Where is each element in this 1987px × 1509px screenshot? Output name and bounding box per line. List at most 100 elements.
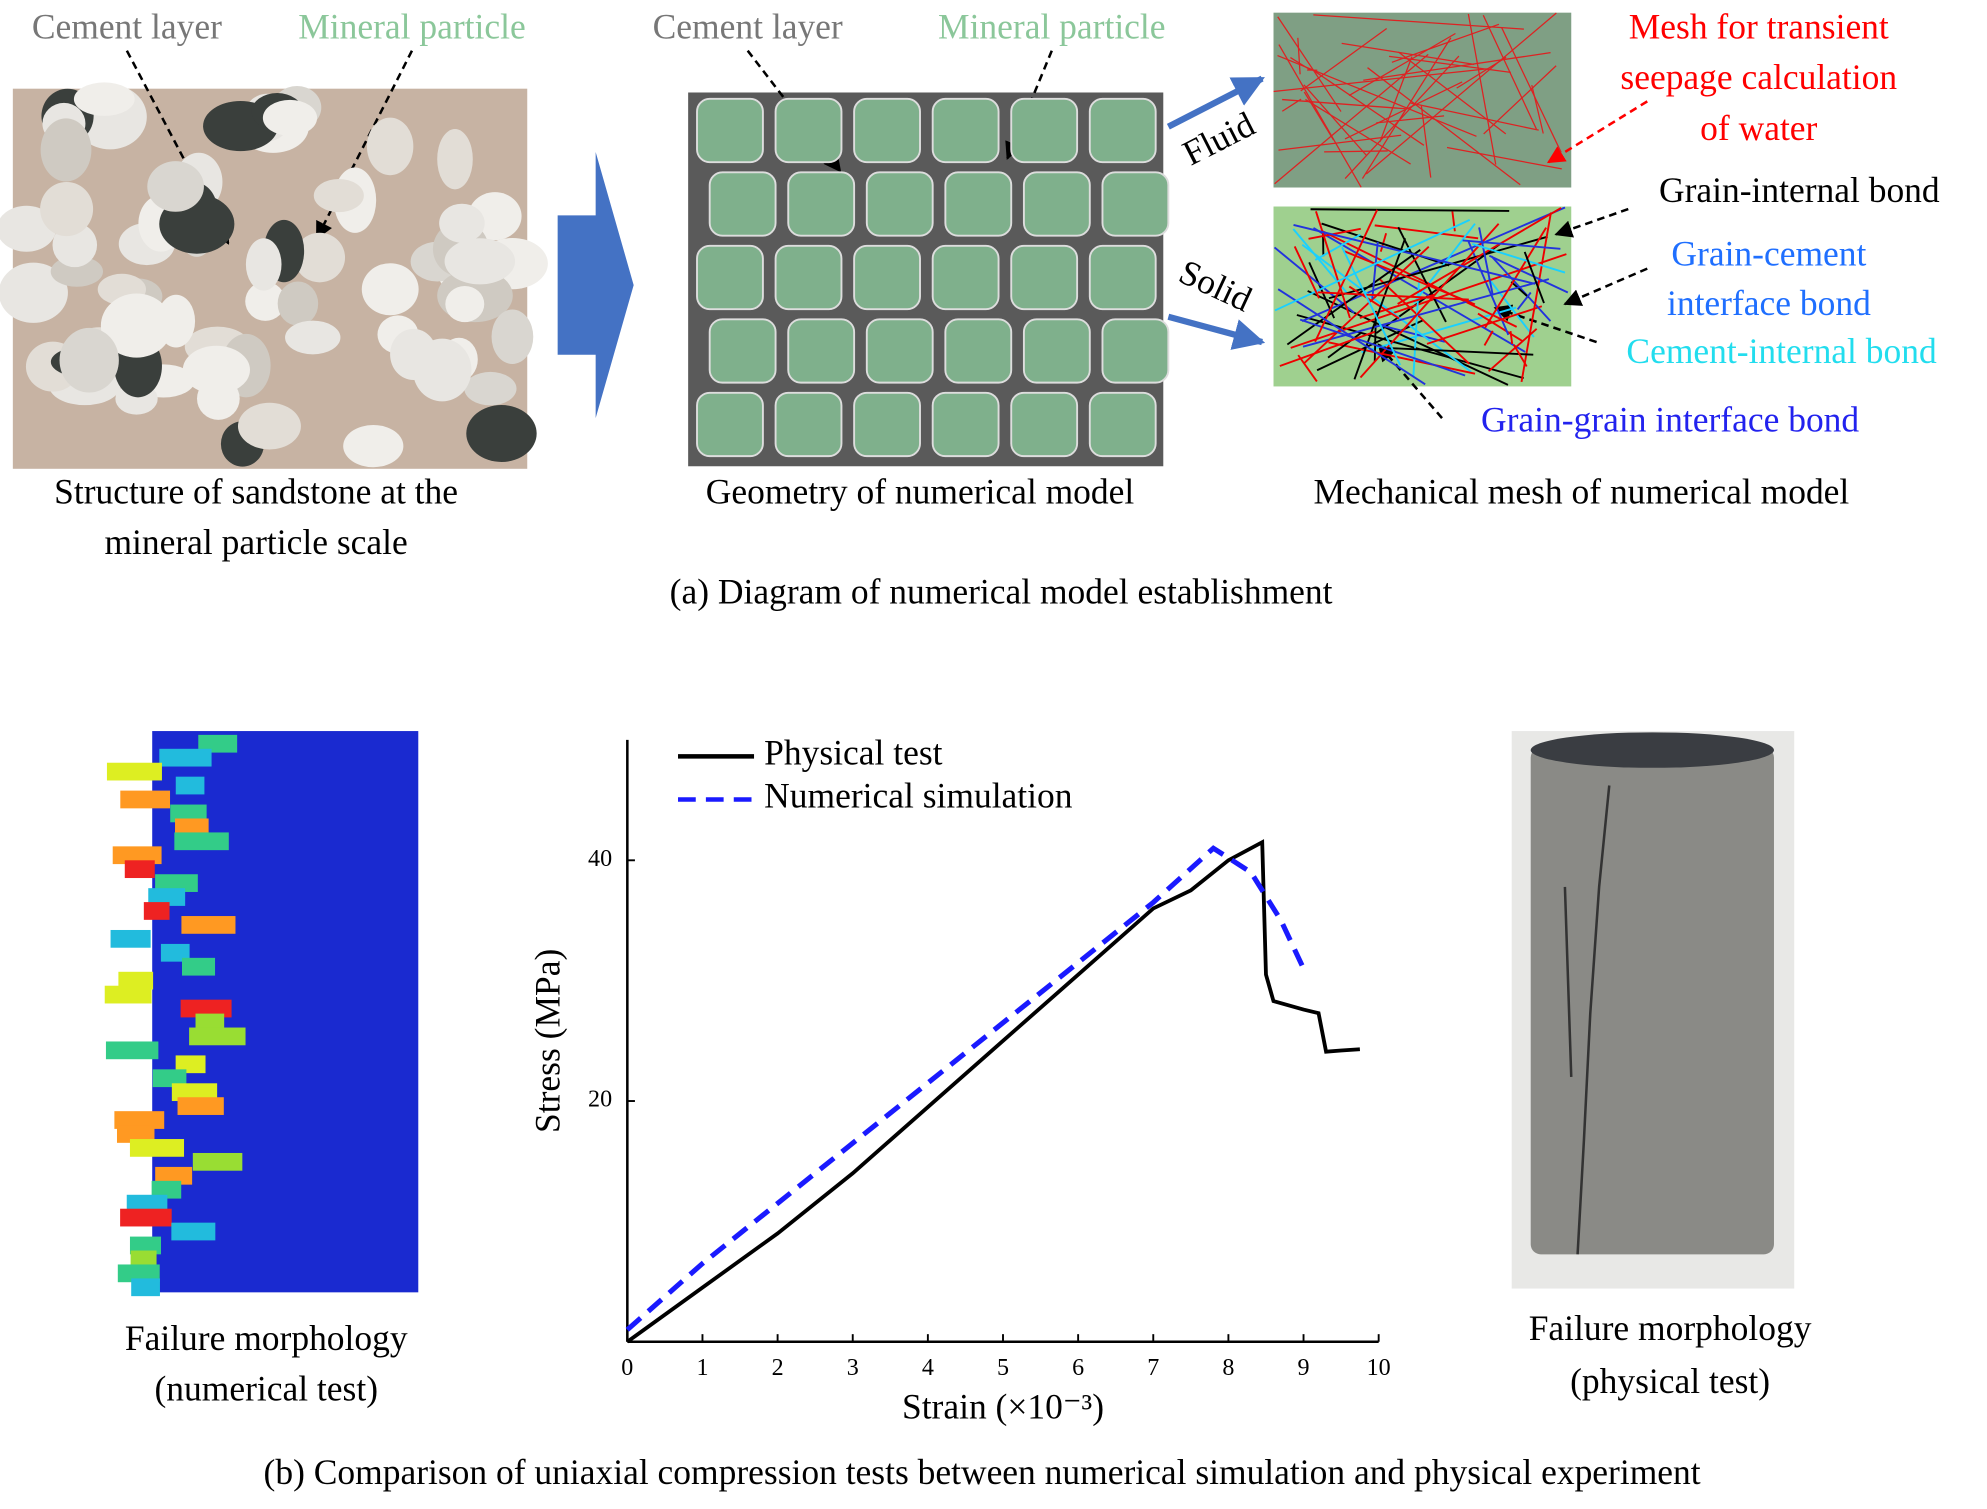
pointer [1563, 267, 1648, 306]
fragment [106, 762, 162, 781]
x-tick-label: 1 [696, 1355, 708, 1381]
mineral-cell [1010, 391, 1079, 458]
mineral-cell [853, 244, 921, 311]
solid-arrow [1167, 313, 1266, 350]
illustrations [0, 12, 1795, 1297]
mesh-edge [1305, 98, 1411, 165]
grain [182, 345, 250, 394]
mesh-edge [1387, 347, 1534, 356]
mineral-cell [931, 391, 1000, 458]
fragment [155, 1166, 193, 1185]
fragment [174, 832, 229, 851]
mineral-cell [708, 318, 777, 384]
grain [73, 82, 135, 116]
label: Grain-cement [1671, 233, 1866, 273]
mesh-edge [1282, 98, 1406, 110]
fragment [181, 957, 216, 976]
mesh-edge [1273, 246, 1355, 314]
mineral-cell [931, 97, 1000, 164]
grain [466, 405, 537, 462]
fragment [129, 1236, 162, 1255]
mesh-edge [1303, 84, 1367, 156]
mesh-edge [1371, 241, 1379, 299]
fragment [129, 1139, 185, 1157]
mineral-cell [865, 171, 934, 237]
legend-label: Numerical simulation [764, 776, 1073, 816]
label: Solid [1173, 251, 1258, 319]
mesh-edge [1484, 227, 1547, 329]
x-tick-label: 4 [922, 1355, 934, 1381]
fragment [124, 860, 155, 879]
grain [245, 238, 282, 291]
legend-label: Physical test [764, 733, 942, 773]
mesh-edge [1490, 255, 1552, 322]
mesh-edge [1374, 224, 1479, 240]
pointer [315, 50, 414, 240]
mesh-edge [1391, 23, 1500, 63]
pointer [1546, 100, 1648, 164]
fragment [120, 1208, 172, 1227]
mesh-edge [1278, 44, 1362, 188]
model-geometry [688, 92, 1164, 467]
grain [464, 371, 517, 406]
grain [245, 281, 286, 321]
data-line [626, 839, 1361, 1344]
fragment [118, 971, 154, 990]
y-axis-label: Stress (MPa) [527, 949, 567, 1133]
mesh-edge [1274, 219, 1471, 312]
rock-cylinder [1530, 747, 1774, 1255]
stress-strain-chart: 0 1 2 3 4 5 6 7 8 9 10 20 40 Strain (×10⁻³) Stress (MP… [527, 733, 1390, 1427]
grain [437, 129, 473, 190]
fluid-arrow [1166, 75, 1265, 130]
y-tick-label: 20 [588, 1087, 612, 1113]
mesh-edge [1388, 55, 1511, 73]
mesh-edge [1315, 210, 1351, 319]
grain [361, 263, 419, 316]
grain [40, 181, 94, 237]
mesh-edge [1488, 254, 1569, 294]
grain [59, 327, 119, 393]
pointer [1377, 343, 1443, 419]
label: of water [1700, 108, 1817, 148]
fragment [171, 1222, 216, 1241]
mesh-edge [1348, 285, 1400, 320]
mesh-edge [1467, 13, 1497, 165]
mesh-edge [1363, 52, 1551, 81]
fragment [126, 1194, 168, 1213]
x-tick-label: 0 [621, 1355, 633, 1381]
grain [40, 118, 92, 182]
mesh-edge [1279, 330, 1376, 367]
x-tick-label: 3 [847, 1355, 859, 1381]
mineral-cell [1010, 244, 1079, 311]
mesh-edge [1341, 246, 1402, 366]
fragment [130, 1250, 157, 1269]
fragment [112, 846, 162, 865]
mineral-cell [944, 318, 1013, 384]
grain [157, 294, 196, 348]
mesh-edge [1487, 277, 1535, 338]
fragment [131, 1278, 160, 1297]
mineral-cell [1022, 171, 1091, 237]
mineral-cell [696, 391, 764, 458]
caption: Failure morphology [1529, 1308, 1812, 1348]
mesh-edge [1472, 242, 1566, 274]
grain [313, 179, 364, 213]
mesh-edge [1397, 226, 1447, 323]
big-arrow [557, 152, 634, 419]
fragment [170, 804, 207, 823]
mesh-edge [1378, 324, 1446, 343]
fragment [195, 1013, 225, 1032]
fragment [152, 1069, 187, 1088]
mesh-edge [1365, 12, 1557, 175]
mesh-edge [1478, 227, 1494, 296]
y-tick-label: 40 [588, 846, 612, 872]
mineral-cell [787, 318, 856, 384]
mesh-edge [1462, 239, 1561, 250]
mineral-cell [944, 171, 1013, 237]
fragment [175, 818, 209, 837]
mesh-edge [1281, 98, 1302, 112]
label: Grain-grain interface bond [1481, 399, 1859, 439]
grain [277, 281, 319, 326]
pointer [1554, 207, 1629, 238]
x-axis-label: Strain (×10⁻³) [902, 1386, 1104, 1426]
